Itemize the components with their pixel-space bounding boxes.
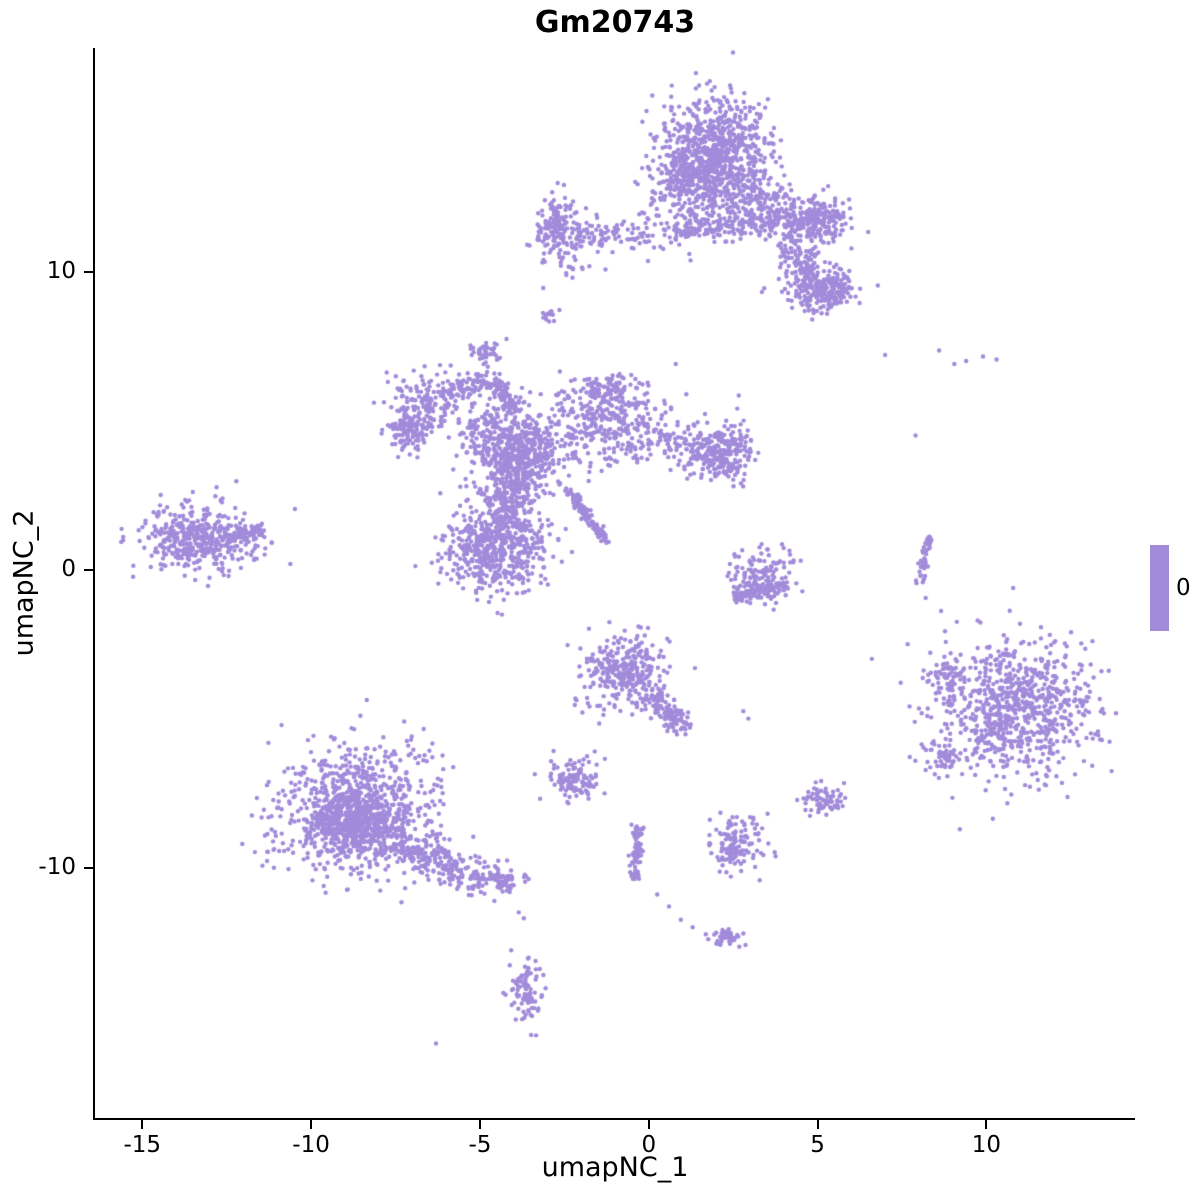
legend: 0: [1150, 545, 1191, 631]
plot-area: [93, 48, 1135, 1120]
x-tick-label: 10: [971, 1132, 1002, 1158]
umap-scatter-canvas: [95, 48, 1135, 1118]
legend-colorbar: [1150, 545, 1169, 631]
x-tick-label: 0: [641, 1132, 657, 1158]
y-axis-label: umapNC_2: [8, 509, 40, 657]
y-tick-mark: [84, 866, 93, 869]
legend-label: 0: [1176, 575, 1191, 601]
x-tick-mark: [478, 1120, 481, 1129]
y-tick-mark: [84, 270, 93, 273]
y-tick-label: 10: [46, 257, 76, 284]
x-tick-label: -15: [123, 1132, 162, 1158]
x-tick-mark: [310, 1120, 313, 1129]
plot-title: Gm20743: [534, 5, 696, 40]
x-tick-mark: [816, 1120, 819, 1129]
x-axis-label: umapNC_1: [541, 1152, 689, 1183]
x-tick-mark: [141, 1120, 144, 1129]
x-tick-label: -10: [292, 1132, 330, 1158]
x-tick-mark: [647, 1120, 650, 1129]
x-tick-label: 5: [810, 1132, 825, 1158]
y-tick-mark: [84, 568, 93, 571]
y-tick-label: 0: [61, 555, 76, 582]
x-tick-label: -5: [468, 1132, 492, 1158]
x-tick-mark: [985, 1120, 988, 1129]
y-tick-label: -10: [38, 853, 76, 880]
